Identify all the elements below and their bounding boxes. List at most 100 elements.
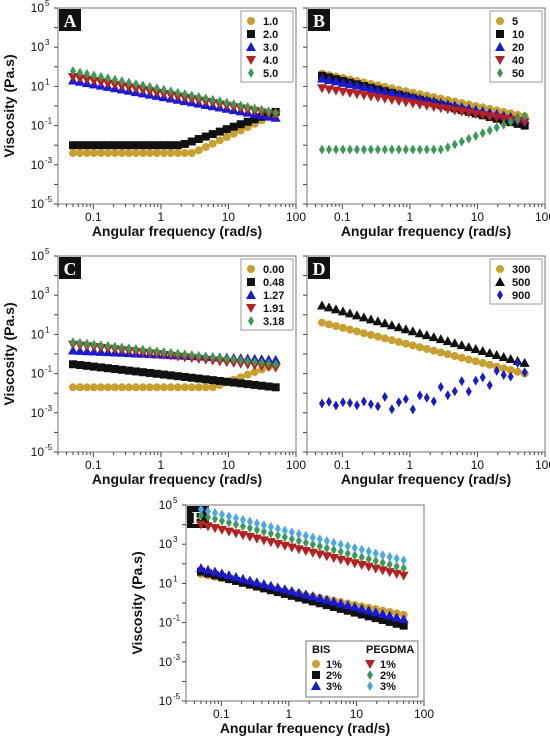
y-tick-exponent: 3 [173,535,178,544]
data-point [225,511,232,522]
data-point [514,358,521,369]
y-tick-label: 10 [31,40,45,54]
data-point [353,144,360,155]
y-tick-label: 10 [159,537,173,551]
data-point [470,344,481,354]
data-point [250,380,259,389]
data-point [358,82,369,92]
y-tick-exponent: 5 [45,247,50,256]
series-4 [197,510,407,574]
data-point [400,324,411,334]
data-point [316,84,327,94]
data-point [138,148,147,157]
data-point [444,390,451,401]
legend-label: 1% [326,659,342,671]
data-point [274,530,281,541]
data-point [323,85,334,95]
series-2 [318,358,528,415]
data-point [222,377,231,386]
legend-label: 1.0 [263,16,278,28]
data-point [89,148,98,157]
x-tick-label: 100 [286,210,306,224]
data-point [295,535,302,546]
data-point [372,548,379,559]
y-tick-label: 10 [31,406,45,420]
legend-label: 4.0 [263,55,278,67]
data-point [472,375,479,386]
legend-group-title: PEGDMA [366,644,414,656]
data-point [230,354,237,365]
x-axis-title: Angular frequency (rad/s) [220,720,390,736]
data-point [365,554,372,565]
legend-marker [367,670,373,680]
data-point [349,601,360,611]
data-point [402,144,409,155]
legend-label: 1.27 [263,290,284,302]
data-point [237,355,244,366]
data-point [321,594,332,604]
x-axis-title: Angular frequency (rad/s) [341,471,511,487]
data-point [173,141,182,150]
data-point [68,148,77,157]
data-point [174,348,181,359]
data-point [75,383,84,392]
data-point [102,79,113,89]
data-point [519,118,530,128]
data-point [318,144,325,155]
data-point [316,300,327,310]
panel-tag-box [308,9,330,31]
data-point [302,537,309,548]
data-point [393,561,400,572]
x-tick-label: 0.1 [334,458,351,472]
legend-marker [248,68,254,78]
data-point [229,122,238,131]
data-point [181,89,188,100]
data-point [428,102,439,112]
x-tick-label: 10 [222,458,236,472]
data-point [195,350,202,361]
data-point [208,130,217,139]
data-point [152,383,161,392]
y-tick-base: 10 [31,445,45,459]
data-point [329,603,338,612]
data-point [343,606,352,615]
series-0 [317,318,529,378]
data-point [153,83,160,94]
legend-marker [247,30,255,38]
y-tick-exponent: 3 [45,286,50,295]
data-point [116,82,127,92]
data-point [211,513,218,524]
y-tick-base: 10 [31,1,45,15]
data-point [330,86,341,96]
data-point [111,74,118,85]
series-3 [316,84,530,128]
x-tick-label: 10 [471,210,485,224]
data-point [470,109,481,119]
panel-tag: A [64,11,77,31]
data-point [386,559,393,570]
y-tick-base: 10 [31,288,45,302]
data-point [246,523,253,534]
y-tick-label: 10 [31,79,45,93]
data-point [391,612,402,622]
y-tick-exponent: 3 [45,38,50,47]
data-point [444,142,451,153]
data-point [374,144,381,155]
data-point [521,111,528,122]
data-point [146,345,153,356]
series-0 [68,109,280,157]
data-point [351,90,362,100]
data-point [379,318,390,328]
data-point [243,117,252,126]
data-point [83,338,90,349]
data-point [96,383,105,392]
data-point [364,612,373,621]
data-point [507,116,514,127]
data-point [260,520,267,531]
data-point [223,570,234,580]
data-point [90,70,97,81]
data-point [472,130,479,141]
data-point [388,144,395,155]
data-point [195,563,206,573]
legend-marker [495,277,505,286]
